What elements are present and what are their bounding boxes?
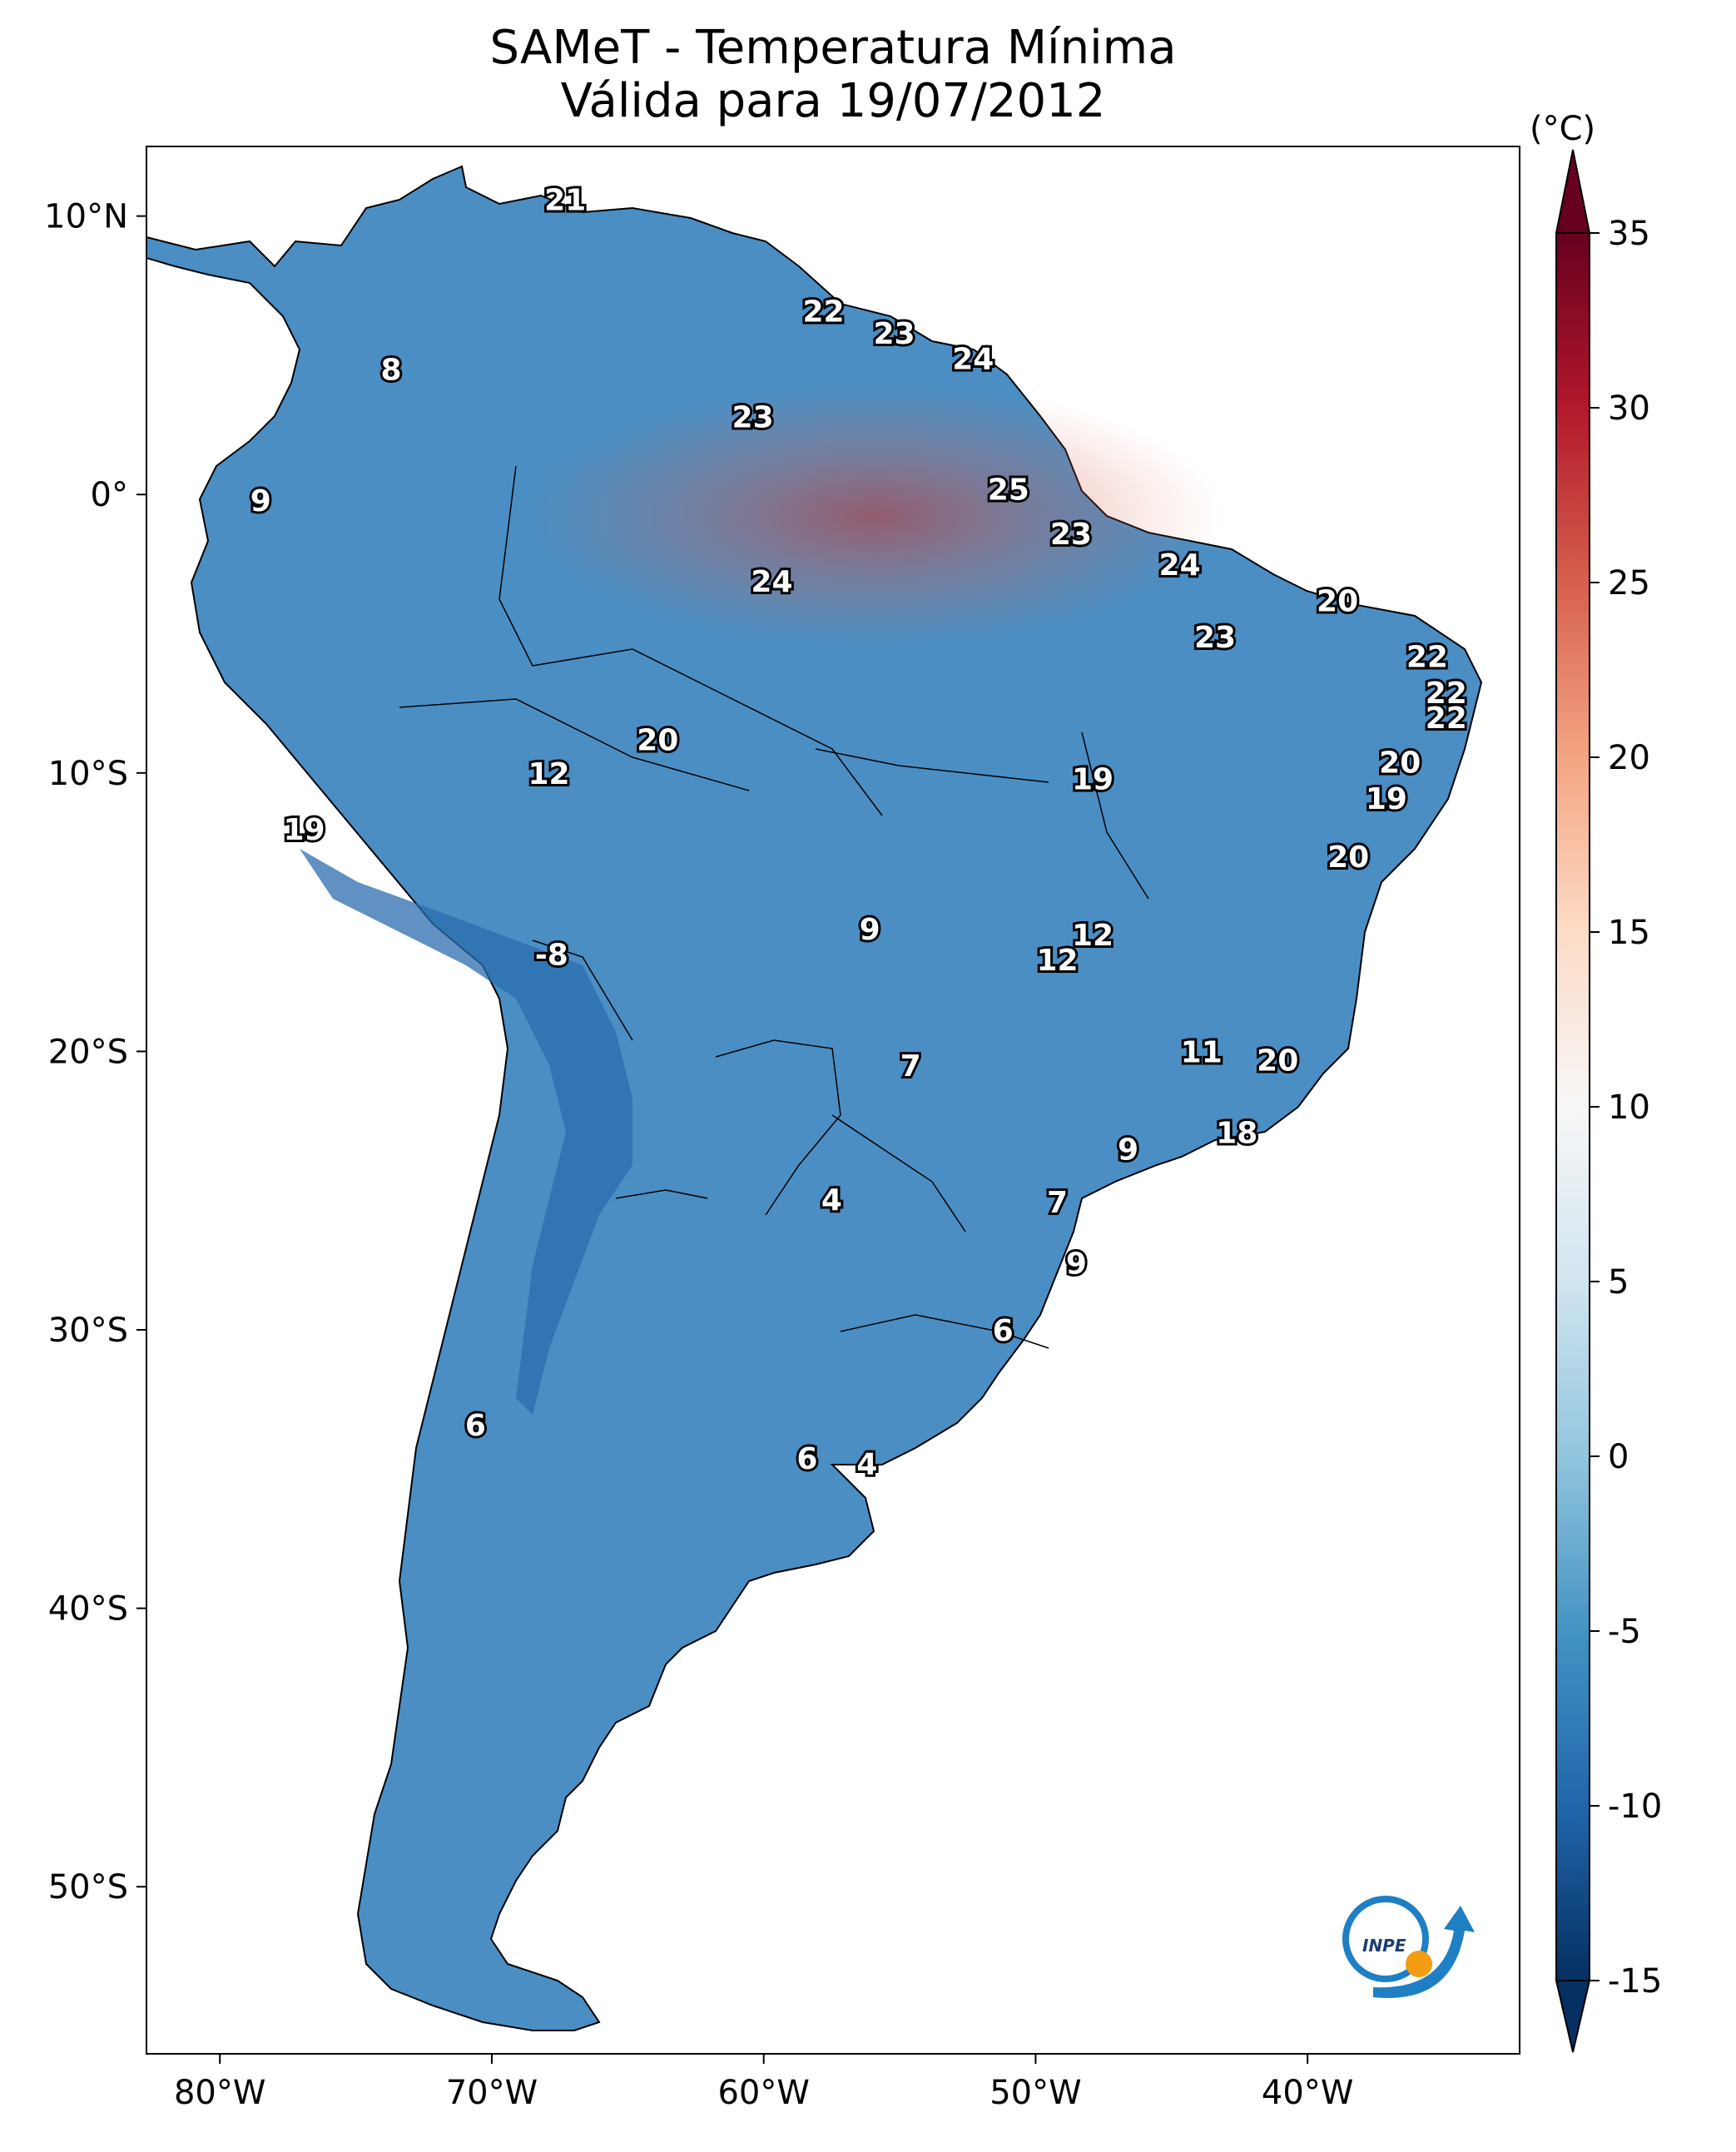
colorbar-tick-label: -5 (1608, 1613, 1641, 1651)
colorbar-ticks: 35 30 25 20 15 10 5 0 -5 -10 -15 (1590, 215, 1662, 2001)
colorbar-gradient (1555, 232, 1590, 1981)
station-value-label: 22 (1426, 677, 1467, 711)
x-tick-label: 50°W (990, 2074, 1081, 2112)
station-value-label: 12 (528, 757, 570, 791)
station-value-label: 12 (1036, 944, 1078, 978)
colorbar-bottom-arrow (1555, 1980, 1591, 2053)
station-value-label: 20 (1379, 746, 1421, 780)
colorbar-tick-label: 25 (1608, 564, 1650, 602)
station-value-label: 6 (796, 1442, 817, 1476)
map-layer (146, 165, 1483, 2031)
y-tick-label: 40°S (48, 1590, 128, 1629)
station-value-label: 24 (952, 342, 994, 376)
station-value-label: 6 (993, 1314, 1014, 1348)
station-value-label: 7 (900, 1049, 921, 1083)
colorbar-tick-label: 10 (1608, 1088, 1650, 1127)
title-line-2: Válida para 19/07/2012 (560, 74, 1106, 128)
colorbar-tick-label: -10 (1608, 1788, 1662, 1826)
station-value-label: 12 (1072, 919, 1114, 953)
chart-title: SAMeT - Temperatura Mínima Válida para 1… (146, 22, 1520, 128)
station-value-label: 9 (860, 913, 880, 947)
station-value-label: 8 (381, 354, 402, 388)
y-tick-label: 50°S (48, 1868, 128, 1907)
colorbar: 35 30 25 20 15 10 5 0 -5 -10 -15 (1555, 149, 1662, 2053)
station-value-label: 20 (1257, 1044, 1298, 1078)
y-tick-label: 10°N (44, 198, 128, 236)
station-value-label: 21 (544, 184, 586, 218)
x-tick-label: 70°W (446, 2074, 538, 2112)
station-value-label: 9 (1066, 1247, 1087, 1282)
andes-cold-band (300, 849, 632, 1415)
continent-shape (146, 165, 1483, 2031)
station-value-label: 22 (1406, 640, 1448, 674)
station-value-label: 6 (465, 1409, 486, 1443)
station-value-label: 23 (873, 317, 915, 351)
station-value-label: 19 (1072, 763, 1114, 797)
inpe-logo-dot (1406, 1951, 1432, 1977)
station-value-label: 20 (637, 724, 678, 758)
y-tick-label: 0° (91, 476, 128, 514)
inpe-logo-text: INPE (1362, 1936, 1406, 1956)
station-value-label: 24 (1159, 548, 1201, 583)
station-value-label: 20 (1317, 584, 1358, 618)
station-value-label: 4 (821, 1183, 842, 1217)
x-tick-label: 60°W (717, 2074, 809, 2112)
colorbar-top-arrow (1555, 149, 1591, 234)
inpe-logo: INPE (1342, 1896, 1475, 1998)
title-line-1: SAMeT - Temperatura Mínima (489, 21, 1177, 75)
station-value-label: 20 (1327, 840, 1369, 875)
station-value-label: -8 (535, 938, 568, 972)
colorbar-tick-label: 30 (1608, 389, 1650, 428)
station-value-label: 19 (283, 813, 325, 847)
colorbar-tick-label: -15 (1608, 1962, 1662, 2001)
colorbar-unit: (°C) (1530, 110, 1596, 148)
station-value-label: 19 (1366, 782, 1407, 816)
colorbar-tick-label: 5 (1608, 1263, 1629, 1302)
inpe-logo-ring (1342, 1896, 1429, 1982)
y-tick-label: 30°S (48, 1312, 128, 1350)
country-borders (399, 465, 1149, 1349)
station-value-label: 4 (856, 1448, 877, 1482)
colorbar-tick-label: 0 (1608, 1438, 1629, 1476)
station-value-label: 23 (1050, 518, 1092, 552)
y-tick-label: 10°S (48, 755, 128, 793)
station-value-label: 23 (1194, 621, 1236, 655)
x-tick-label: 80°W (174, 2074, 265, 2112)
station-value-label: 24 (751, 565, 792, 599)
map-frame (146, 146, 1520, 2055)
station-value-label: 22 (1426, 702, 1467, 736)
colorbar-tick-label: 15 (1608, 914, 1650, 952)
warm-core (524, 383, 1223, 649)
station-value-label: 7 (1047, 1186, 1068, 1220)
y-axis-ticks: 10°N 0° 10°S 20°S 30°S 40°S 50°S (44, 198, 146, 1907)
x-tick-label: 40°W (1262, 2074, 1353, 2112)
station-value-label: 9 (250, 484, 271, 518)
inpe-logo-arrow (1373, 1906, 1475, 1998)
colorbar-tick-label: 35 (1608, 215, 1650, 253)
station-value-label: 23 (732, 401, 774, 435)
y-tick-label: 20°S (48, 1033, 128, 1071)
x-axis-ticks: 80°W 70°W 60°W 50°W 40°W (174, 2054, 1353, 2112)
colorbar-tick-label: 20 (1608, 739, 1650, 777)
station-value-label: 11 (1181, 1035, 1223, 1069)
station-value-label: 22 (803, 295, 845, 329)
station-value-label: 9 (1118, 1133, 1138, 1168)
station-value-label: 25 (988, 474, 1029, 508)
station-value-label: 18 (1216, 1116, 1257, 1150)
